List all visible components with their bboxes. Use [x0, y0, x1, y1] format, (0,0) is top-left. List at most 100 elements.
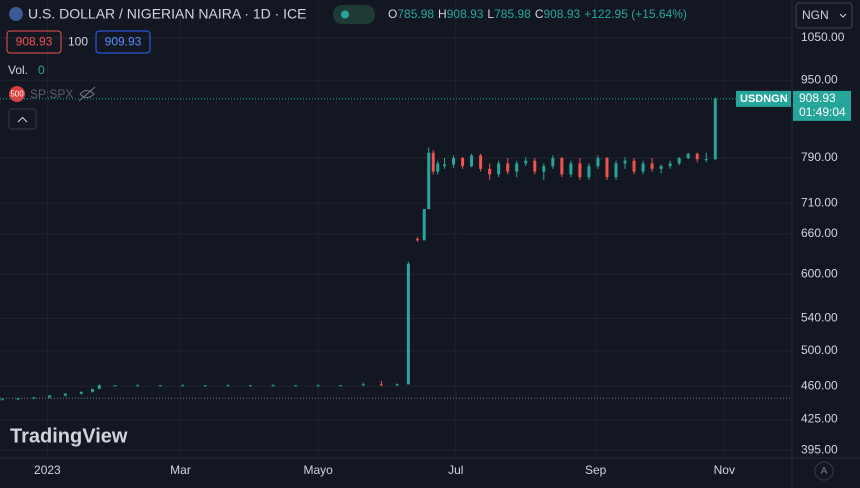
y-tick-label: 500.00	[801, 343, 838, 357]
candle-body	[488, 168, 492, 175]
candle-body	[668, 163, 672, 167]
price-tag-value: 908.93	[799, 91, 836, 105]
symbol-title: U.S. DOLLAR / NIGERIAN NAIRA · 1D · ICE	[28, 6, 307, 22]
candle-body	[542, 166, 546, 172]
candle-body	[379, 384, 383, 386]
candle-body	[641, 163, 645, 172]
y-tick-label: 425.00	[801, 412, 838, 426]
o-label: O	[388, 7, 397, 21]
candle-body	[569, 163, 573, 175]
compare-badge	[9, 86, 25, 102]
candle-body	[623, 160, 627, 164]
candle-body	[361, 384, 365, 386]
candle-body	[136, 385, 140, 387]
price-tag	[793, 90, 851, 121]
bid: 908.93	[16, 35, 53, 49]
candle-body	[650, 163, 654, 169]
y-tick-label: 790.00	[801, 150, 838, 164]
candle-body	[97, 385, 101, 389]
auto-label: A	[821, 466, 828, 477]
y-tick-label: 540.00	[801, 311, 838, 325]
candle-body	[226, 385, 230, 387]
candle-body	[677, 158, 681, 164]
currency-box[interactable]	[795, 2, 853, 29]
candle-body	[578, 163, 582, 178]
logo: TradingView	[10, 425, 128, 447]
candle-body	[16, 398, 20, 400]
candle-body	[158, 385, 162, 387]
candle-body	[713, 98, 717, 160]
candle-body	[294, 385, 298, 387]
candle-body	[316, 385, 320, 387]
candle-body	[79, 391, 83, 394]
candle-body	[91, 388, 95, 392]
candle-body	[515, 163, 519, 172]
candle-body	[415, 239, 419, 241]
candle-body	[524, 160, 528, 164]
c-label: C	[535, 7, 544, 21]
candle-body	[248, 385, 252, 387]
candle-body	[271, 385, 275, 387]
o-value: 785.98	[397, 7, 434, 21]
candle-body	[686, 153, 690, 159]
candle-body	[695, 153, 699, 160]
candle-body	[427, 152, 431, 210]
candle-body	[614, 163, 618, 178]
candle-body	[406, 263, 410, 385]
candle-body	[113, 385, 117, 387]
c-value: 908.93	[543, 7, 580, 21]
candle-body	[632, 160, 636, 172]
candle-body	[461, 158, 465, 167]
candle-body	[560, 158, 564, 175]
status-dot	[341, 10, 349, 19]
candle-body	[339, 385, 343, 387]
candle-body	[605, 158, 609, 178]
bid-box[interactable]	[6, 30, 62, 54]
candle-body	[436, 163, 440, 172]
candle-body	[704, 159, 708, 161]
candle-body	[203, 385, 207, 387]
candle-body	[181, 385, 185, 387]
candle-body	[452, 158, 456, 165]
candle-body	[443, 164, 447, 167]
candle-body	[497, 163, 501, 175]
symbol-tag	[736, 90, 791, 107]
y-tick-label: 395.00	[801, 443, 838, 457]
ask-box[interactable]	[95, 30, 151, 54]
status-pill	[333, 5, 375, 24]
currency: NGN	[802, 8, 829, 22]
compare-badge-text: 500	[10, 90, 24, 99]
candle-body	[422, 209, 426, 241]
candle-body	[48, 395, 52, 398]
candle-body	[533, 160, 537, 172]
volume-label: Vol.	[8, 63, 28, 77]
x-tick-label: Sep	[585, 463, 607, 477]
spread: 100	[68, 35, 88, 49]
h-value: 908.93	[447, 7, 484, 21]
change: +122.95 (+15.64%)	[584, 7, 687, 21]
y-tick-label: 950.00	[801, 72, 838, 86]
volume: 0	[38, 63, 45, 77]
candle-body	[431, 152, 435, 172]
collapse-button[interactable]	[8, 108, 37, 130]
l-value: 785.98	[494, 7, 531, 21]
auto-button[interactable]	[814, 461, 834, 481]
y-tick-label: 460.00	[801, 378, 838, 392]
x-tick-label: Mayo	[303, 463, 333, 477]
collapse-icon	[17, 116, 28, 123]
y-tick-label: 600.00	[801, 266, 838, 280]
symbol-tag-text: USDNGN	[740, 93, 788, 105]
ohlc: O785.98 H908.93 L785.98 C908.93 +122.95 (+15…	[388, 7, 687, 21]
dropdown-icon	[839, 13, 847, 18]
x-tick-label: Nov	[714, 463, 735, 477]
y-tick-label: 710.00	[801, 195, 838, 209]
x-tick-label: Jul	[448, 463, 463, 477]
flag-icon	[9, 7, 23, 21]
candle-body	[63, 393, 67, 396]
candle-body	[479, 155, 483, 169]
compare-symbol: SP:SPX	[30, 87, 73, 101]
candle-body	[596, 158, 600, 167]
candle-body	[551, 158, 555, 167]
